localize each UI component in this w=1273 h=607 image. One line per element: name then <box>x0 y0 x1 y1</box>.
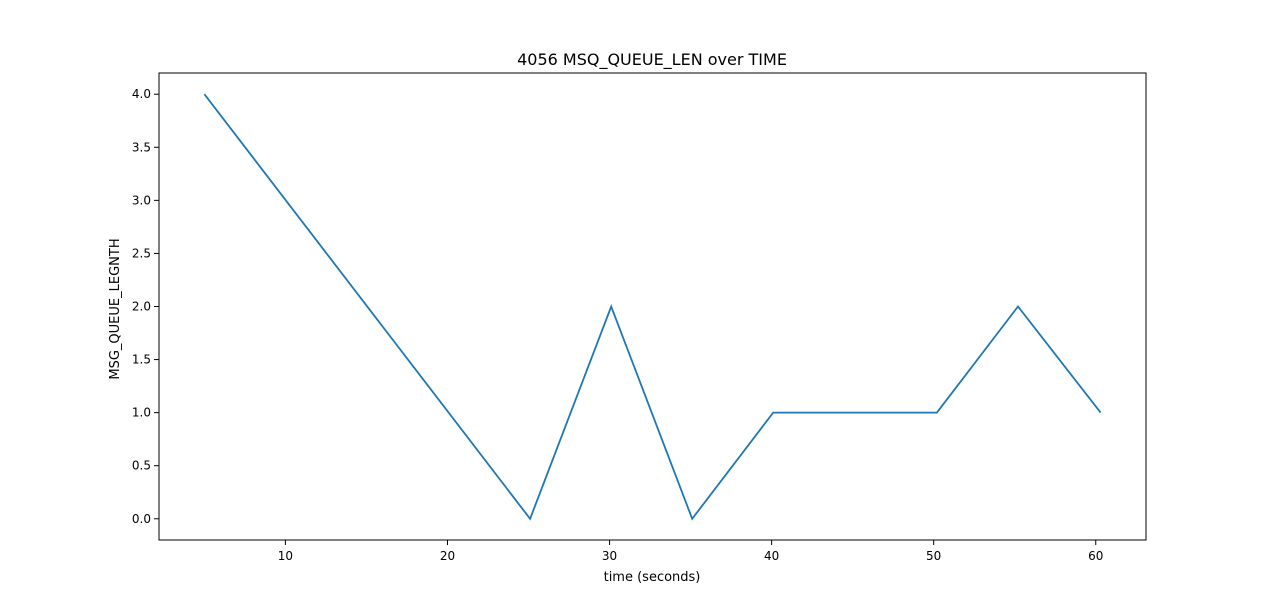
y-tick-label: 4.0 <box>132 87 151 101</box>
y-tick-label: 0.0 <box>132 512 151 526</box>
x-axis: 10 20 30 40 50 60 <box>278 540 1103 563</box>
y-tick-label: 1.5 <box>132 353 151 367</box>
x-tick-label: 10 <box>278 549 293 563</box>
y-axis-label: MSG_QUEUE_LEGNTH <box>108 238 123 379</box>
series-layer <box>203 93 1102 521</box>
y-axis: 0.0 0.5 1.0 1.5 2.0 2.5 3.0 3.5 4.0 <box>132 87 159 526</box>
series-line <box>203 93 1102 521</box>
plot-area-frame <box>158 72 1147 541</box>
y-tick-label: 3.5 <box>132 140 151 154</box>
chart-title: 4056 MSQ_QUEUE_LEN over TIME <box>517 50 787 70</box>
y-tick-label: 3.0 <box>132 193 151 207</box>
x-tick-label: 40 <box>764 549 779 563</box>
y-tick-label: 2.0 <box>132 300 151 314</box>
x-tick-label: 30 <box>602 549 617 563</box>
x-tick-label: 60 <box>1088 549 1103 563</box>
x-tick-label: 50 <box>926 549 941 563</box>
y-tick-label: 0.5 <box>132 459 151 473</box>
x-axis-label: time (seconds) <box>604 570 701 585</box>
x-tick-label: 20 <box>440 549 455 563</box>
y-tick-label: 1.0 <box>132 406 151 420</box>
y-tick-label: 2.5 <box>132 246 151 260</box>
